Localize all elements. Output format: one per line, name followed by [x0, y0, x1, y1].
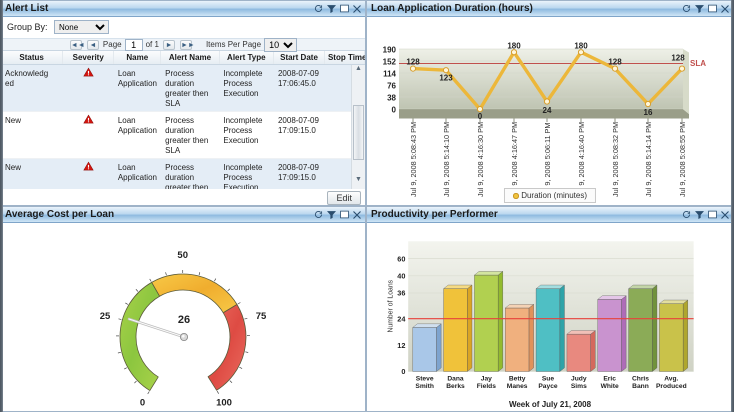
svg-text:Steve: Steve — [416, 376, 434, 383]
svg-text:100: 100 — [216, 398, 232, 409]
svg-text:26: 26 — [178, 314, 190, 326]
svg-text:24: 24 — [397, 314, 406, 323]
svg-text:114: 114 — [383, 69, 396, 78]
svg-text:0: 0 — [140, 398, 145, 409]
svg-text:Sue: Sue — [542, 376, 555, 383]
svg-text:50: 50 — [177, 250, 188, 261]
svg-text:Number of Loans: Number of Loans — [388, 279, 395, 332]
svg-text:25: 25 — [100, 311, 111, 322]
svg-text:Jul 9, 2008 5:08:43 PM: Jul 9, 2008 5:08:43 PM — [409, 122, 418, 197]
svg-text:Dana: Dana — [447, 376, 464, 383]
svg-text:Chris: Chris — [632, 376, 649, 383]
svg-text:128: 128 — [608, 58, 622, 67]
svg-text:152: 152 — [383, 57, 397, 66]
svg-text:Betty: Betty — [509, 376, 526, 383]
svg-text:Jul 9, 2008 4:16:40 PM: Jul 9, 2008 4:16:40 PM — [577, 122, 586, 197]
svg-text:180: 180 — [507, 42, 521, 51]
svg-text:Bann: Bann — [632, 383, 649, 390]
svg-text:0: 0 — [478, 112, 483, 121]
svg-text:128: 128 — [406, 58, 420, 67]
svg-text:Jul 9, 2008 5:06:11 PM: Jul 9, 2008 5:06:11 PM — [543, 122, 552, 197]
svg-text:40: 40 — [397, 272, 405, 281]
svg-text:Jul 9, 2008 5:08:32 PM: Jul 9, 2008 5:08:32 PM — [611, 122, 620, 197]
svg-text:16: 16 — [644, 108, 653, 117]
svg-text:Jul 9, 2008 4:16:47 PM: Jul 9, 2008 4:16:47 PM — [510, 122, 519, 197]
svg-text:Payce: Payce — [538, 383, 558, 390]
svg-text:Fields: Fields — [477, 383, 497, 390]
svg-text:24: 24 — [543, 106, 552, 115]
svg-text:0: 0 — [401, 367, 405, 376]
svg-text:Jul 9, 2008 5:14:14 PM: Jul 9, 2008 5:14:14 PM — [644, 122, 653, 197]
svg-text:Jul 9, 2008 5:14:10 PM: Jul 9, 2008 5:14:10 PM — [442, 122, 451, 197]
svg-text:Smith: Smith — [415, 383, 434, 390]
svg-text:Jul 9, 2008 5:08:55 PM: Jul 9, 2008 5:08:55 PM — [678, 122, 687, 197]
svg-text:Berks: Berks — [446, 383, 465, 390]
svg-text:Eric: Eric — [603, 376, 616, 383]
svg-text:Jul 9, 2008 4:16:30 PM: Jul 9, 2008 4:16:30 PM — [476, 122, 485, 197]
svg-text:190: 190 — [383, 45, 397, 54]
svg-text:Manes: Manes — [507, 383, 528, 390]
svg-text:75: 75 — [256, 311, 267, 322]
svg-text:180: 180 — [574, 42, 588, 51]
svg-text:60: 60 — [397, 254, 405, 263]
svg-text:123: 123 — [439, 74, 453, 83]
svg-text:Produced: Produced — [656, 383, 687, 390]
svg-text:128: 128 — [671, 54, 685, 63]
svg-text:Jay: Jay — [481, 376, 492, 383]
svg-text:SLA: SLA — [690, 59, 706, 68]
svg-text:38: 38 — [387, 93, 396, 102]
svg-text:36: 36 — [397, 289, 405, 298]
svg-text:12: 12 — [397, 341, 405, 350]
svg-text:76: 76 — [387, 81, 396, 90]
svg-text:Sims: Sims — [571, 383, 587, 390]
svg-text:0: 0 — [392, 105, 397, 114]
svg-text:White: White — [601, 383, 619, 390]
svg-text:Avg.: Avg. — [664, 376, 678, 383]
svg-text:Judy: Judy — [571, 376, 587, 383]
